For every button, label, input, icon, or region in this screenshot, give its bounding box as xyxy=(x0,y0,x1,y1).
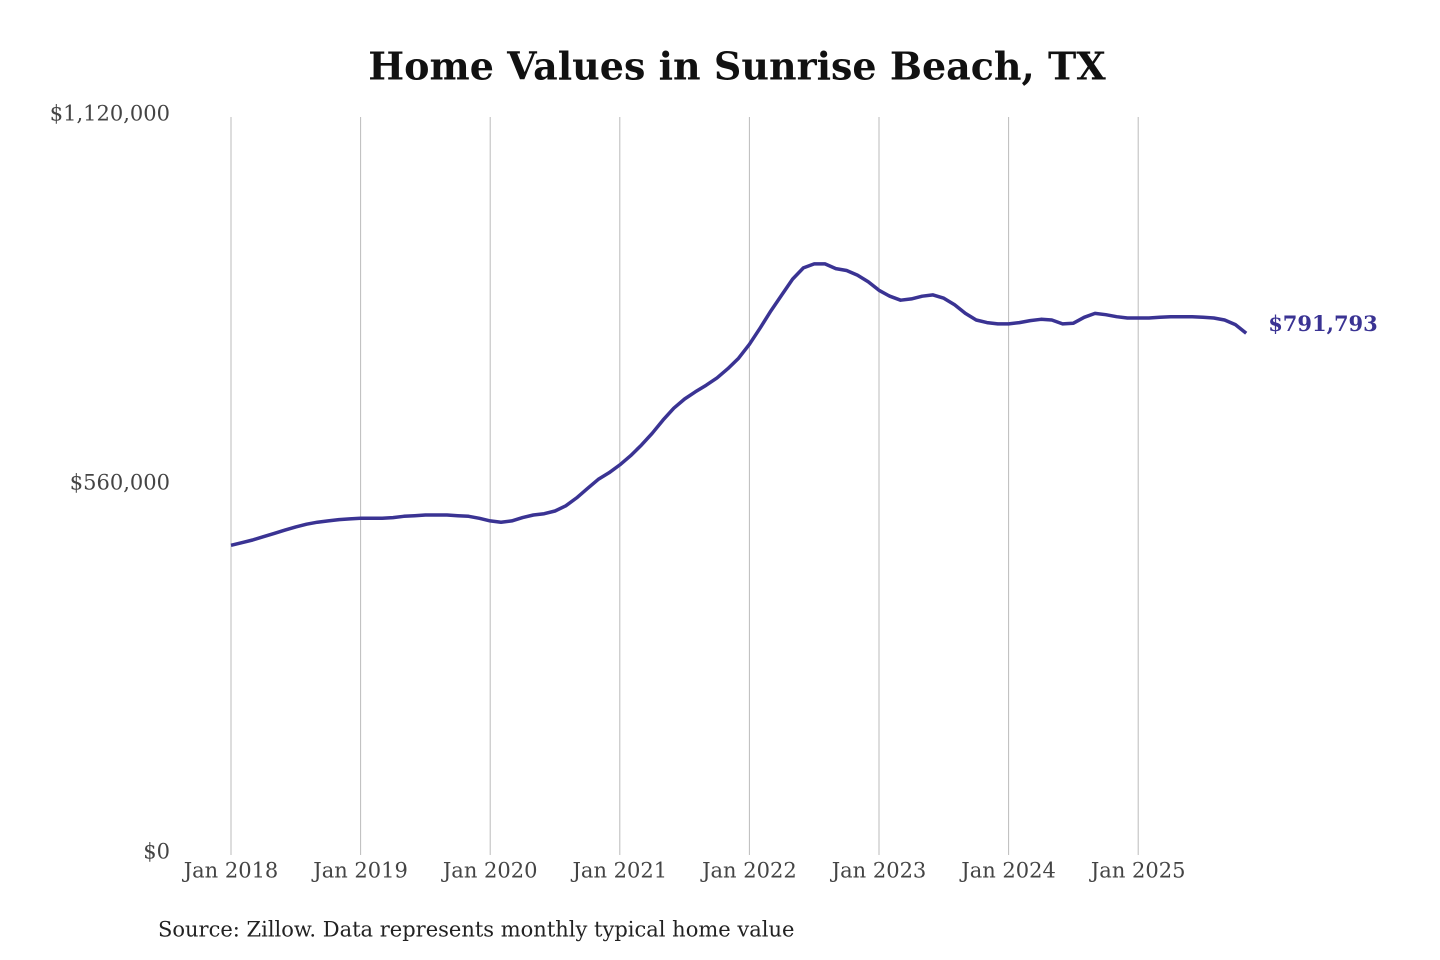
y-tick-label: $1,120,000 xyxy=(50,102,170,126)
chart-title: Home Values in Sunrise Beach, TX xyxy=(368,44,1106,89)
source-note: Source: Zillow. Data represents monthly … xyxy=(158,918,794,942)
x-tick-label: Jan 2022 xyxy=(700,859,797,883)
x-tick-label: Jan 2021 xyxy=(571,859,668,883)
x-tick-label: Jan 2023 xyxy=(830,859,927,883)
x-tick-label: Jan 2020 xyxy=(441,859,538,883)
x-tick-label: Jan 2019 xyxy=(311,859,408,883)
x-tick-label: Jan 2025 xyxy=(1089,859,1186,883)
end-label: $791,793 xyxy=(1268,311,1378,336)
x-tick-label: Jan 2024 xyxy=(959,859,1056,883)
line xyxy=(230,262,1248,548)
x-tick-label: Jan 2018 xyxy=(182,859,279,883)
y-tick-label: $560,000 xyxy=(70,471,170,495)
y-tick-label: $0 xyxy=(143,840,170,864)
